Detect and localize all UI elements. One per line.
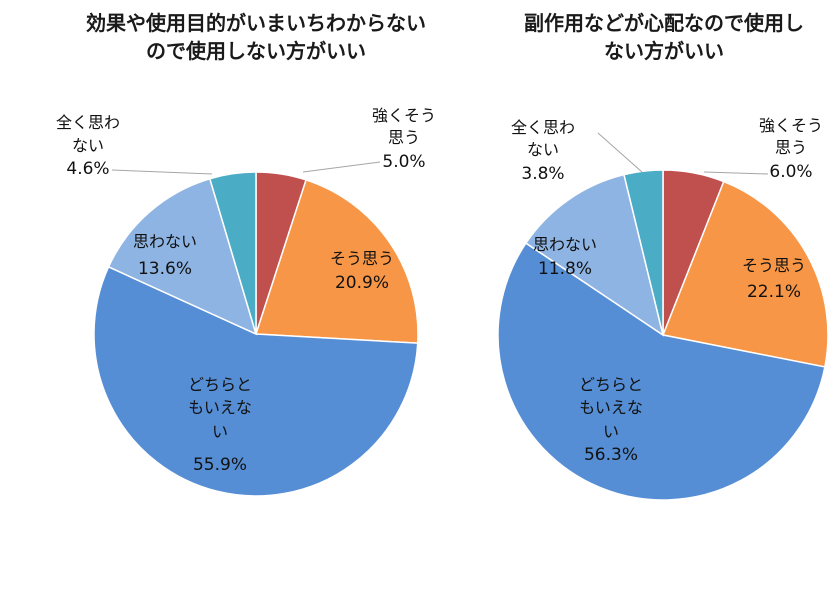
chart-title: 副作用などが心配なので使用し — [524, 11, 804, 35]
slice-value-label: 11.8% — [538, 259, 592, 279]
slice-value-label: 20.9% — [335, 273, 389, 293]
pie-slice — [623, 169, 664, 336]
slice-value-label: 5.0% — [382, 152, 425, 172]
slice-category-label: どちらと — [188, 375, 252, 394]
chart-title: 効果や使用目的がいまいちわからない — [86, 11, 426, 35]
pie-slice — [524, 173, 665, 337]
leader-line — [703, 171, 769, 175]
slice-category-label: 全く思わ — [511, 118, 575, 137]
slice-category-label: い — [212, 422, 228, 441]
slice-category-label: もいえな — [579, 398, 643, 417]
slice-category-label: どちらと — [579, 375, 643, 394]
slice-category-label: 強くそう — [759, 116, 823, 135]
pie-slice — [93, 265, 419, 497]
slice-value-label: 3.8% — [521, 164, 564, 184]
slice-category-label: い — [603, 422, 619, 441]
chart-title: ない方がいい — [604, 39, 724, 63]
slice-category-label: そう思う — [330, 249, 394, 268]
pie-slice — [661, 180, 829, 368]
leader-line — [302, 161, 381, 173]
slice-category-label: もいえな — [188, 398, 252, 417]
slice-category-label: 思わない — [533, 235, 597, 254]
slice-value-label: 6.0% — [769, 162, 812, 182]
slice-category-label: 思う — [775, 138, 807, 157]
slice-category-label: ない — [527, 140, 559, 159]
slice-category-label: ない — [72, 136, 104, 155]
leader-line — [111, 169, 213, 175]
pie-slice — [107, 177, 258, 336]
slice-value-label: 56.3% — [584, 445, 638, 465]
slice-value-label: 22.1% — [747, 282, 801, 302]
chart-title: ので使用しない方がいい — [146, 39, 366, 63]
pie-slice — [497, 242, 826, 501]
slice-category-label: 思わない — [133, 232, 197, 251]
slice-category-label: 強くそう — [372, 106, 436, 125]
slice-category-label: 全く思わ — [56, 113, 120, 132]
pie-slice — [208, 171, 257, 335]
slice-value-label: 55.9% — [193, 455, 247, 475]
leader-line — [597, 132, 643, 173]
slice-value-label: 4.6% — [66, 159, 109, 179]
slice-category-label: 思う — [388, 128, 420, 147]
pie-slice — [254, 178, 419, 344]
slice-value-label: 13.6% — [138, 259, 192, 279]
slice-category-label: そう思う — [742, 256, 806, 275]
